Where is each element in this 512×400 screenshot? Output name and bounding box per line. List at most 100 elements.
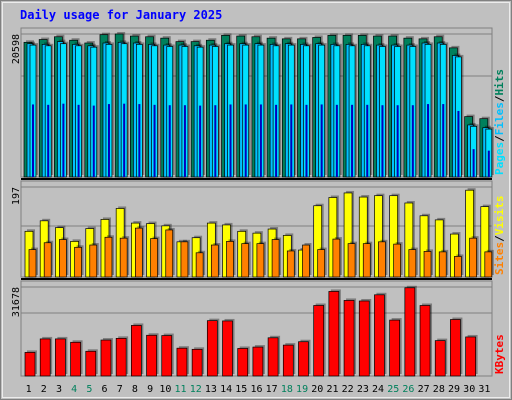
day-label-7: 7 [117,384,123,395]
kbytes-ymax-label: 31678 [11,287,22,317]
pages-inner-day-14 [229,104,232,177]
kbytes-bar-day-5 [85,350,97,377]
pages-inner-day-24 [381,105,384,177]
hits-files-pages-legend-files: Files [493,102,506,135]
day-label-2: 2 [41,384,47,395]
sites-bar-day-4 [74,246,82,278]
kbytes-bar-day-29 [450,319,461,377]
pages-inner-day-29 [457,110,460,177]
sites-bar-day-15 [241,243,250,278]
day-label-26: 26 [402,384,414,395]
sites-bar-day-6 [104,236,113,278]
sites-bar-day-14 [226,241,234,278]
day-label-31: 31 [478,384,490,395]
pages-inner-day-27 [427,104,430,177]
day-label-9: 9 [147,384,153,395]
day-label-29: 29 [448,384,460,395]
kbytes-bar-day-16 [252,346,264,377]
pages-inner-day-7 [123,103,126,177]
day-label-24: 24 [372,384,384,395]
pages-inner-day-9 [153,104,156,177]
visits-sites-legend-sites: Sites [493,242,506,275]
day-label-30: 30 [463,384,475,395]
kbytes-bar-day-28 [434,340,446,377]
day-label-25: 25 [387,384,399,395]
kbytes-bar-day-17 [267,337,279,377]
day-label-27: 27 [418,384,430,395]
kbytes-bar-day-3 [55,338,66,377]
day-label-12: 12 [190,384,202,395]
sites-bar-day-10 [165,229,174,278]
day-label-14: 14 [220,384,232,395]
hits-files-pages-legend-pages: Pages [493,142,506,175]
sites-bar-day-23 [362,243,371,278]
sites-bar-day-17 [271,239,280,278]
hits-files-pages-ymax-label: 20598 [11,34,22,64]
kbytes-bar-day-4 [70,341,81,377]
pages-inner-day-4 [77,104,80,177]
sites-bar-day-13 [210,244,219,278]
pages-inner-day-23 [366,104,369,177]
sites-bar-day-12 [195,252,204,278]
day-label-22: 22 [342,384,354,395]
day-label-1: 1 [26,384,32,395]
kbytes-bar-day-10 [161,335,173,377]
day-label-8: 8 [132,384,138,395]
kbytes-legend-kbytes: KBytes [493,334,506,374]
day-label-18: 18 [281,384,293,395]
day-label-10: 10 [159,384,171,395]
sites-bar-day-7 [119,237,128,278]
visits-sites-legend-slash: / [493,235,506,242]
kbytes-bar-day-20 [313,305,325,377]
pages-inner-day-8 [138,104,141,177]
day-label-11: 11 [175,384,187,395]
sites-bar-day-16 [256,243,265,278]
kbytes-bar-day-27 [419,305,431,377]
sites-bar-day-18 [286,250,295,278]
day-label-13: 13 [205,384,217,395]
sites-bar-day-20 [317,249,326,278]
sites-bar-day-24 [378,241,386,278]
sites-bar-day-28 [438,251,447,278]
kbytes-bar-day-7 [115,338,127,377]
sites-bar-day-25 [393,243,401,278]
hits-files-pages-legend-slash: / [493,95,506,102]
hits-files-pages-legend-slash: / [493,135,506,142]
pages-inner-day-2 [47,104,50,177]
kbytes-bar-day-6 [100,339,112,377]
kbytes-bar-day-21 [328,291,340,377]
pages-inner-day-25 [396,105,399,177]
visits-sites-legend: Sites/Visits [493,196,506,276]
sites-bar-day-22 [347,243,356,278]
kbytes-bar-day-24 [374,294,385,377]
pages-inner-day-26 [411,105,414,177]
pages-inner-day-30 [472,149,475,177]
sites-bar-day-9 [150,238,158,278]
hits-files-pages-legend-hits: Hits [493,69,506,96]
day-label-6: 6 [102,384,108,395]
kbytes-bar-day-11 [176,347,188,377]
pages-inner-day-6 [107,104,110,177]
kbytes-bar-day-26 [404,287,416,377]
pages-inner-day-22 [351,104,354,177]
kbytes-bar-day-18 [282,344,294,377]
sites-bar-day-3 [59,239,67,278]
kbytes-bar-day-25 [389,319,400,377]
visits-sites-legend-visits: Visits [493,196,506,236]
day-label-23: 23 [357,384,369,395]
kbytes-bar-day-19 [298,341,309,377]
day-label-21: 21 [326,384,338,395]
sites-bar-day-8 [135,227,143,278]
kbytes-bar-day-22 [343,300,355,377]
sites-bar-day-2 [43,242,52,278]
kbytes-bar-day-14 [222,320,233,377]
pages-inner-day-3 [62,103,65,177]
day-label-19: 19 [296,384,308,395]
day-label-20: 20 [311,384,323,395]
kbytes-bar-day-12 [191,348,203,377]
pages-inner-day-10 [168,105,171,177]
pages-inner-day-17 [275,104,278,177]
pages-inner-day-20 [320,104,323,177]
pages-inner-day-15 [244,104,247,177]
